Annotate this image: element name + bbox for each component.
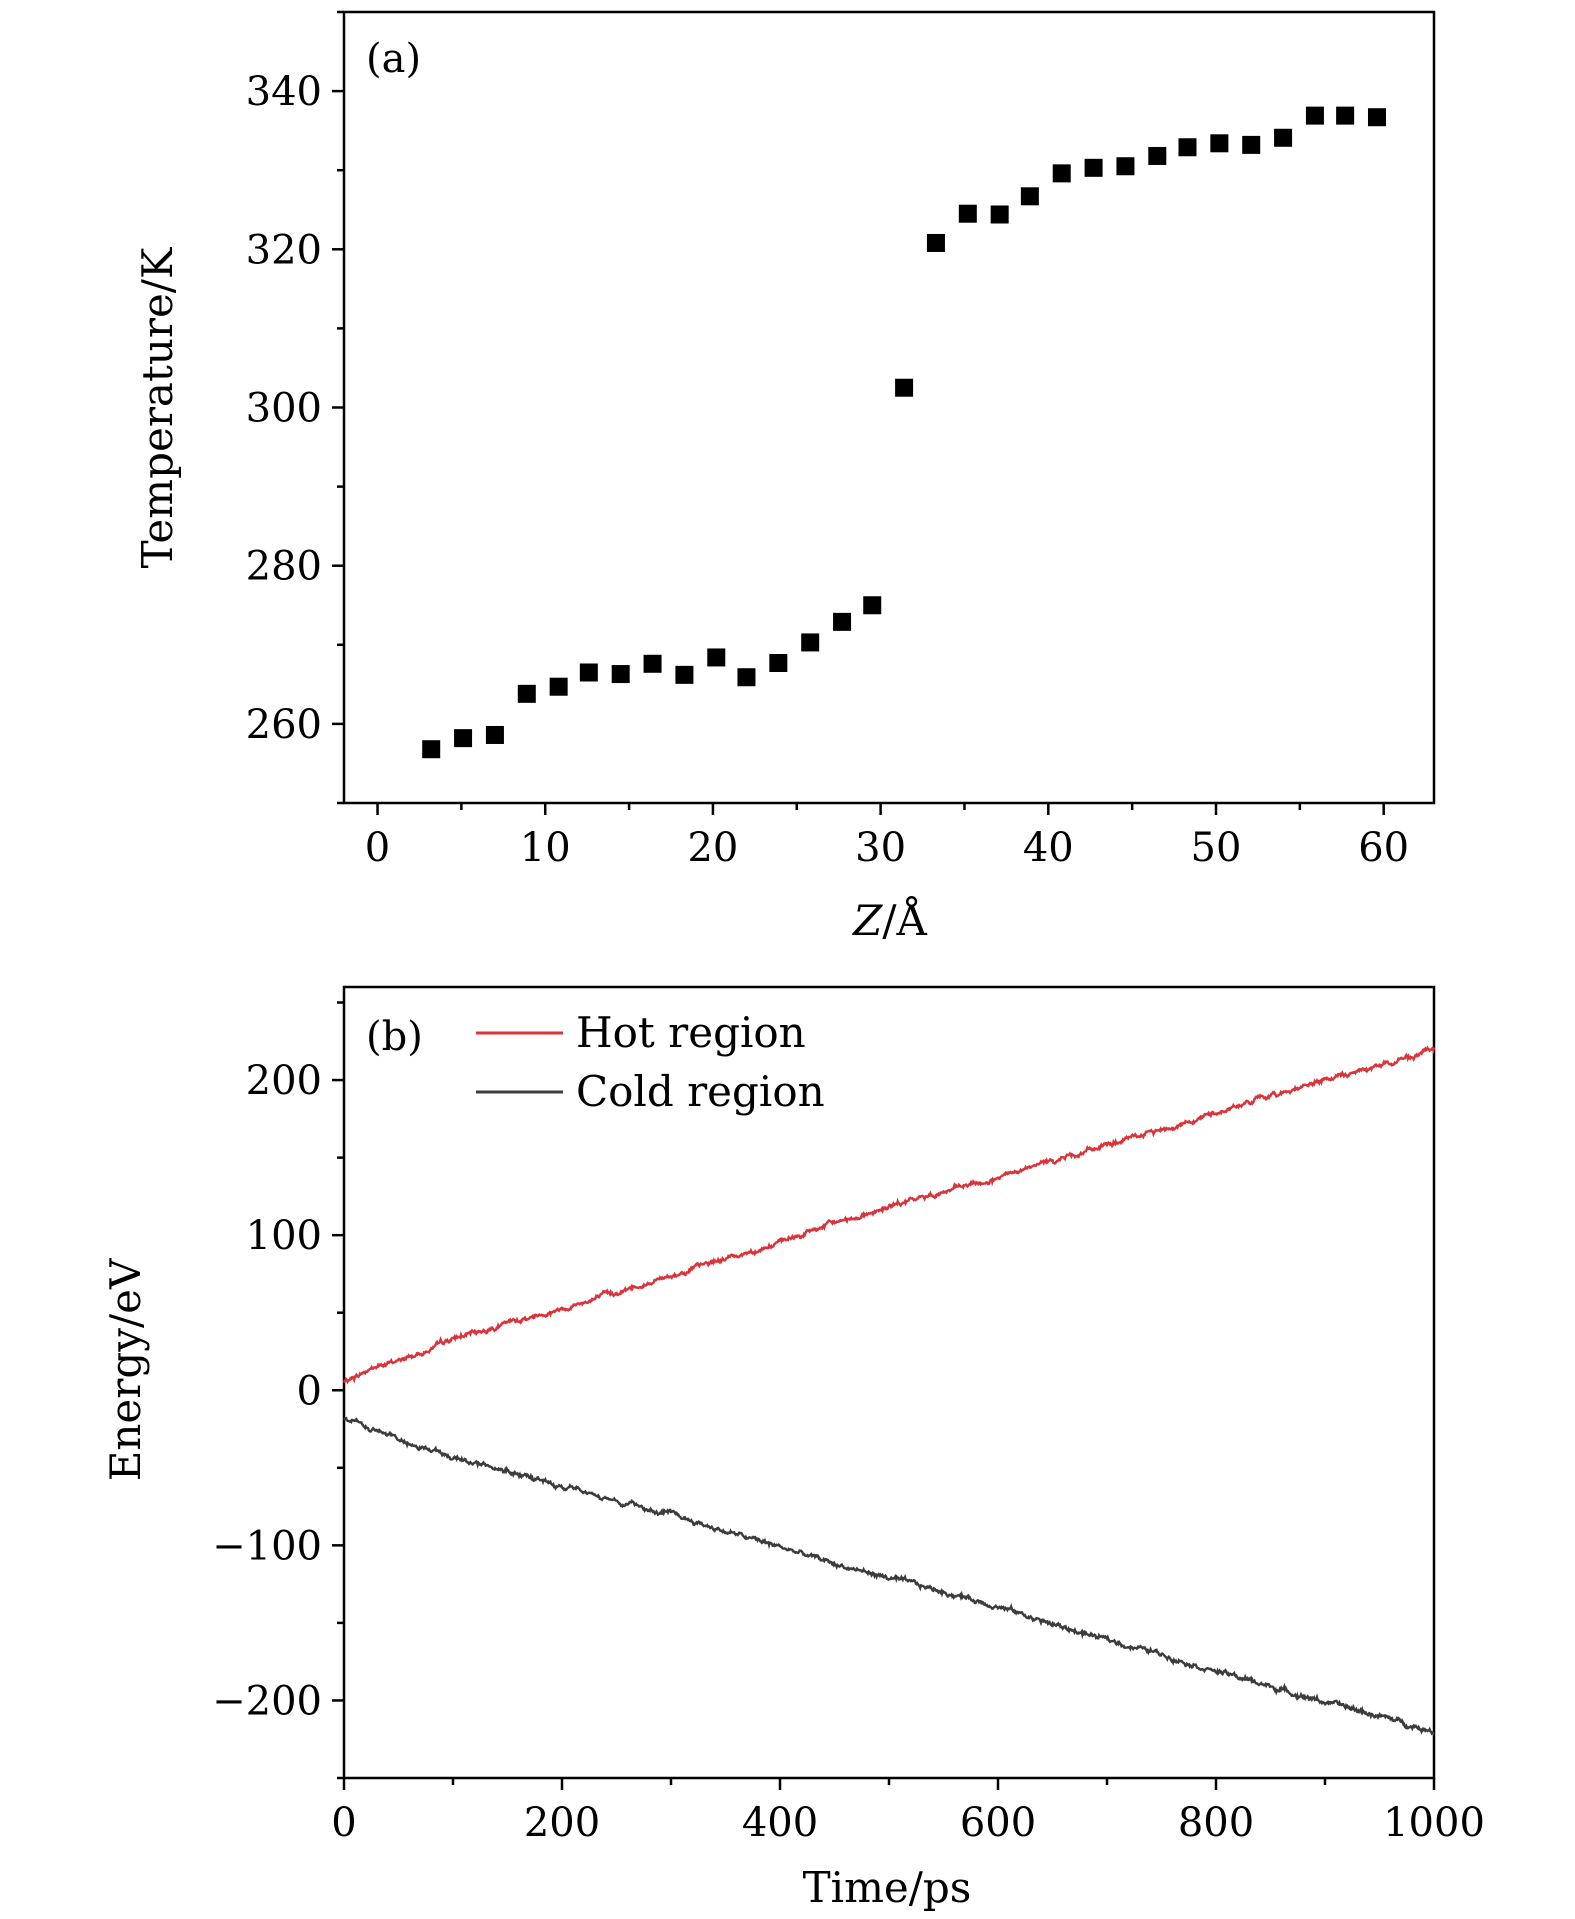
temperature-point bbox=[1052, 164, 1071, 183]
temperature-point bbox=[1367, 108, 1386, 127]
x-axis-variable: Z bbox=[851, 896, 883, 945]
energy-axis-ticks: 0 200 400 600 800 1000 −200 −100 0 100 200 bbox=[212, 1001, 1485, 1846]
temperature-point bbox=[990, 205, 1009, 224]
energy-x-tick-label: 800 bbox=[1178, 1800, 1254, 1846]
temperature-point bbox=[863, 596, 882, 615]
energy-y-tick-label: −100 bbox=[212, 1523, 322, 1569]
temperature-x-tick-label: 60 bbox=[1358, 825, 1409, 871]
temperature-point bbox=[517, 684, 536, 703]
energy-x-tick-label: 400 bbox=[742, 1800, 818, 1846]
temperature-data-points bbox=[422, 106, 1386, 759]
temperature-x-tick-label: 20 bbox=[687, 825, 738, 871]
temperature-x-tick-label: 0 bbox=[365, 825, 390, 871]
energy-panel: 0 200 400 600 800 1000 −200 −100 0 100 200 (b) Hot… bbox=[101, 985, 1485, 1912]
energy-y-tick-label: −200 bbox=[212, 1678, 322, 1724]
temperature-point bbox=[926, 233, 945, 252]
temperature-y-tick-label: 320 bbox=[246, 227, 322, 273]
temperature-point bbox=[485, 725, 504, 744]
temperature-y-tick-label: 260 bbox=[246, 702, 322, 748]
temperature-axis-ticks: 0 10 20 30 40 50 60 260 280 300 320 340 bbox=[246, 10, 1409, 871]
temperature-point bbox=[1148, 146, 1167, 165]
temperature-point bbox=[1178, 138, 1197, 157]
energy-x-axis-title: Time/ps bbox=[803, 1863, 972, 1912]
temperature-point bbox=[958, 204, 977, 223]
temperature-x-tick-label: 10 bbox=[520, 825, 571, 871]
cold-region-line bbox=[343, 1416, 1436, 1736]
temperature-point bbox=[549, 677, 568, 696]
energy-x-tick-label: 1000 bbox=[1383, 1800, 1485, 1846]
temperature-point bbox=[1336, 106, 1355, 125]
temperature-point bbox=[611, 665, 630, 684]
temperature-point bbox=[707, 648, 726, 667]
temperature-y-tick-label: 300 bbox=[246, 386, 322, 432]
temperature-x-tick-label: 40 bbox=[1023, 825, 1074, 871]
temperature-y-tick-label: 340 bbox=[246, 69, 322, 115]
energy-y-axis-title: Energy/eV bbox=[101, 1258, 150, 1481]
temperature-point bbox=[454, 729, 473, 748]
temperature-point bbox=[422, 740, 441, 759]
temperature-point bbox=[1242, 135, 1261, 154]
panel-b-label: (b) bbox=[366, 1014, 423, 1060]
energy-x-tick-label: 0 bbox=[331, 1800, 356, 1846]
energy-x-tick-label: 600 bbox=[960, 1800, 1036, 1846]
temperature-point bbox=[1305, 106, 1324, 125]
hot-region-line bbox=[342, 1045, 1436, 1385]
energy-y-tick-label: 100 bbox=[246, 1213, 322, 1259]
temperature-point bbox=[737, 668, 756, 687]
temperature-point bbox=[643, 654, 662, 673]
temperature-y-axis-title: Temperature/K bbox=[133, 246, 182, 568]
energy-series-lines bbox=[342, 1045, 1436, 1736]
legend-hot-region-label: Hot region bbox=[576, 1008, 806, 1057]
legend: Hot region Cold region bbox=[476, 1008, 825, 1116]
temperature-point bbox=[1274, 128, 1293, 147]
temperature-x-axis-title: Z/Å bbox=[851, 895, 927, 945]
temperature-point bbox=[833, 612, 852, 631]
temperature-point bbox=[579, 663, 598, 682]
energy-y-tick-label: 0 bbox=[297, 1368, 322, 1414]
temperature-x-tick-label: 30 bbox=[855, 825, 906, 871]
temperature-point bbox=[1116, 157, 1135, 176]
temperature-point bbox=[801, 633, 820, 652]
temperature-point bbox=[895, 378, 914, 397]
energy-x-tick-label: 200 bbox=[524, 1800, 600, 1846]
temperature-y-tick-label: 280 bbox=[246, 544, 322, 590]
temperature-panel: 0 10 20 30 40 50 60 260 280 300 320 340 (a) Tempera… bbox=[133, 10, 1436, 945]
temperature-x-tick-label: 50 bbox=[1191, 825, 1242, 871]
temperature-point bbox=[675, 665, 694, 684]
energy-y-tick-label: 200 bbox=[246, 1058, 322, 1104]
legend-cold-region-label: Cold region bbox=[576, 1067, 825, 1116]
temperature-point bbox=[1020, 187, 1039, 206]
temperature-point bbox=[769, 653, 788, 672]
x-axis-unit: /Å bbox=[882, 895, 927, 945]
temperature-point bbox=[1084, 158, 1103, 177]
temperature-point bbox=[1210, 134, 1229, 153]
panel-a-label: (a) bbox=[366, 36, 421, 82]
